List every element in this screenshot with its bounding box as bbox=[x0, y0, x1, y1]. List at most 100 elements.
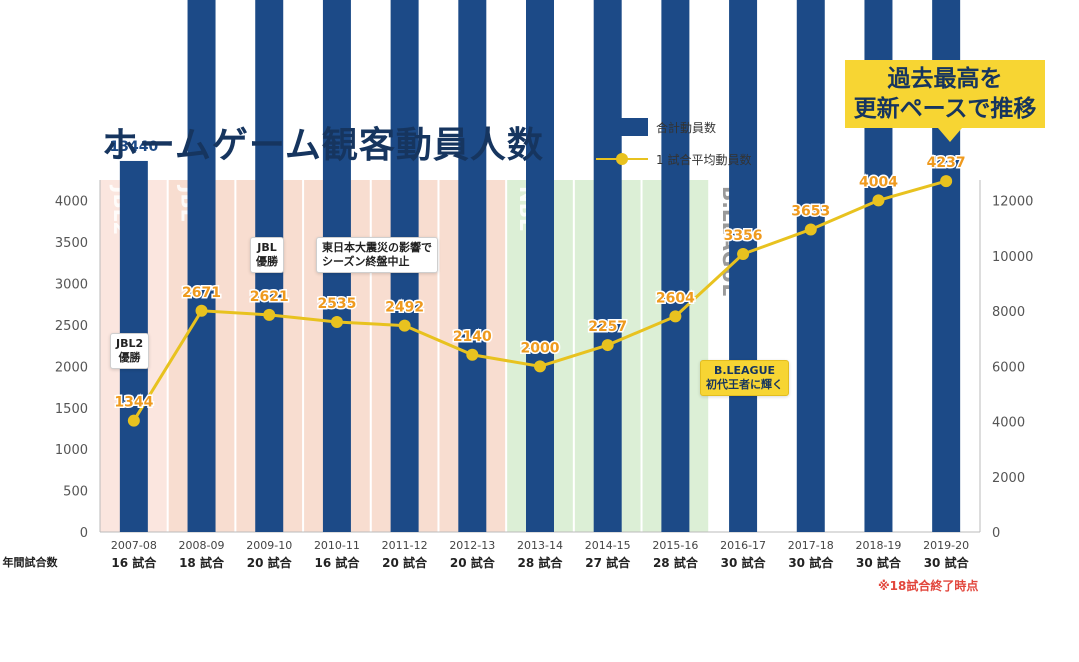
annotation-line: シーズン終盤中止 bbox=[322, 255, 410, 268]
games-count-label: 20 試合 bbox=[450, 555, 496, 570]
games-count-label: 16 試合 bbox=[111, 555, 157, 570]
category-label: 2018-19 bbox=[855, 539, 901, 552]
category-labels: 年間試合数 2007-08 16 試合 2008-09 18 試合 2009-10 20 試… bbox=[3, 539, 970, 570]
annotation-earthquake: 東日本大震災の影響で シーズン終盤中止 bbox=[316, 237, 438, 273]
category-label: 2014-15 bbox=[585, 539, 631, 552]
average-value-label: 1344 bbox=[114, 395, 153, 411]
annotation-line: 優勝 bbox=[118, 351, 141, 364]
annotation-line: JBL bbox=[257, 241, 277, 254]
average-point bbox=[534, 360, 546, 373]
annotation-line: 初代王者に輝く bbox=[706, 378, 783, 391]
average-value-label: 2621 bbox=[250, 289, 289, 305]
games-count-label: 28 試合 bbox=[518, 555, 564, 570]
category-label: 2011-12 bbox=[382, 539, 428, 552]
bar bbox=[729, 0, 758, 532]
legend-bar-swatch bbox=[596, 118, 648, 136]
category-label: 2010-11 bbox=[314, 539, 360, 552]
right-axis-tick-label: 2000 bbox=[992, 471, 1025, 486]
left-axis-tick-label: 3500 bbox=[55, 236, 88, 251]
average-point bbox=[940, 175, 953, 188]
games-count-label: 18 試合 bbox=[179, 555, 225, 570]
games-count-label: 20 試合 bbox=[382, 555, 428, 570]
games-count-label: 30 試合 bbox=[924, 555, 970, 570]
category-label: 2007-08 bbox=[111, 539, 157, 552]
category-label: 2013-14 bbox=[517, 539, 563, 552]
footnote: ※18試合終了時点 bbox=[878, 579, 979, 593]
average-point bbox=[330, 316, 343, 329]
legend-average-label: 1 試合平均動員数 bbox=[656, 152, 752, 167]
left-axis-tick-label: 500 bbox=[63, 485, 88, 500]
average-value-label: 2257 bbox=[588, 319, 627, 335]
category-label: 2015-16 bbox=[652, 539, 698, 552]
left-axis-tick-label: 4000 bbox=[55, 195, 88, 210]
bar-value-label: 13440 bbox=[109, 139, 158, 155]
record-callout: 過去最高を 更新ペースで推移 bbox=[845, 60, 1045, 142]
average-point bbox=[872, 194, 885, 207]
average-point bbox=[398, 319, 411, 332]
average-point bbox=[601, 339, 614, 352]
category-label: 2016-17 bbox=[720, 539, 766, 552]
data-labels: 1344050749576624563054824428005600060939… bbox=[109, 139, 967, 412]
average-point bbox=[127, 414, 140, 427]
annotation-line: JBL2 bbox=[116, 337, 144, 350]
bar bbox=[593, 0, 622, 532]
annotation-line: 優勝 bbox=[256, 255, 278, 268]
average-value-label: 4004 bbox=[859, 174, 898, 190]
right-axis-tick-label: 0 bbox=[992, 526, 1000, 541]
average-point bbox=[737, 248, 750, 261]
games-row-label: 年間試合数 bbox=[3, 555, 59, 569]
bar bbox=[796, 0, 825, 532]
legend-item-total: 合計動員数 bbox=[596, 118, 751, 136]
legend-total-label: 合計動員数 bbox=[656, 120, 717, 135]
callout-line-2: 更新ペースで推移 bbox=[853, 96, 1037, 122]
legend: 合計動員数 1 試合平均動員数 bbox=[596, 118, 751, 182]
average-value-label: 3653 bbox=[791, 203, 830, 219]
average-value-label: 4237 bbox=[927, 155, 966, 171]
bar bbox=[526, 0, 554, 532]
left-axis-tick-label: 2000 bbox=[55, 360, 88, 375]
right-axis-tick-label: 4000 bbox=[992, 416, 1025, 431]
left-axis-tick-label: 0 bbox=[80, 526, 88, 541]
average-value-label: 2671 bbox=[182, 285, 221, 301]
bar bbox=[458, 0, 487, 533]
average-line bbox=[127, 175, 953, 427]
average-value-label: 2140 bbox=[453, 329, 492, 345]
average-value-label: 2535 bbox=[317, 296, 356, 312]
games-count-label: 27 試合 bbox=[585, 555, 631, 570]
games-count-label: 30 試合 bbox=[721, 555, 767, 570]
average-value-label: 3356 bbox=[724, 228, 763, 244]
games-count-label: 28 試合 bbox=[653, 555, 699, 570]
average-value-label: 2000 bbox=[521, 340, 560, 356]
category-label: 2017-18 bbox=[788, 539, 834, 552]
average-point bbox=[804, 223, 817, 236]
category-label: 2012-13 bbox=[449, 539, 495, 552]
left-axis-tick-label: 2500 bbox=[55, 319, 88, 334]
left-axis-tick-label: 1500 bbox=[55, 402, 88, 417]
axes: 0 500 1000 1500 2000 2500 3000 3500 4000 0 2000 400… bbox=[55, 180, 1033, 541]
games-count-label: 20 試合 bbox=[247, 555, 293, 570]
right-axis-tick-label: 6000 bbox=[992, 360, 1025, 375]
right-axis-tick-label: 12000 bbox=[992, 195, 1033, 210]
games-count-label: 16 試合 bbox=[314, 555, 360, 570]
bar bbox=[187, 0, 216, 532]
annotation-jbl-champion: JBL 優勝 bbox=[250, 237, 284, 273]
average-value-label: 2604 bbox=[656, 290, 695, 306]
category-label: 2009-10 bbox=[246, 539, 292, 552]
callout-line-1: 過去最高を bbox=[887, 66, 1003, 92]
legend-line-swatch bbox=[596, 150, 648, 168]
legend-item-average: 1 試合平均動員数 bbox=[596, 150, 751, 168]
right-axis-tick-label: 8000 bbox=[992, 305, 1025, 320]
average-value-label: 2492 bbox=[385, 300, 424, 316]
average-point bbox=[263, 308, 276, 321]
category-label: 2019-20 bbox=[923, 539, 969, 552]
category-label: 2008-09 bbox=[179, 539, 225, 552]
annotation-line: 東日本大震災の影響で bbox=[322, 241, 432, 254]
annotation-bleague-champion: B.LEAGUE 初代王者に輝く bbox=[700, 360, 789, 396]
right-axis-tick-label: 10000 bbox=[992, 250, 1033, 265]
bar bbox=[661, 0, 690, 532]
chart-title: ホームゲーム観客動員人数 bbox=[102, 125, 544, 166]
annotation-line: B.LEAGUE bbox=[713, 364, 776, 377]
left-axis-tick-label: 1000 bbox=[55, 443, 88, 458]
average-point bbox=[195, 304, 208, 317]
games-count-label: 30 試合 bbox=[788, 555, 834, 570]
